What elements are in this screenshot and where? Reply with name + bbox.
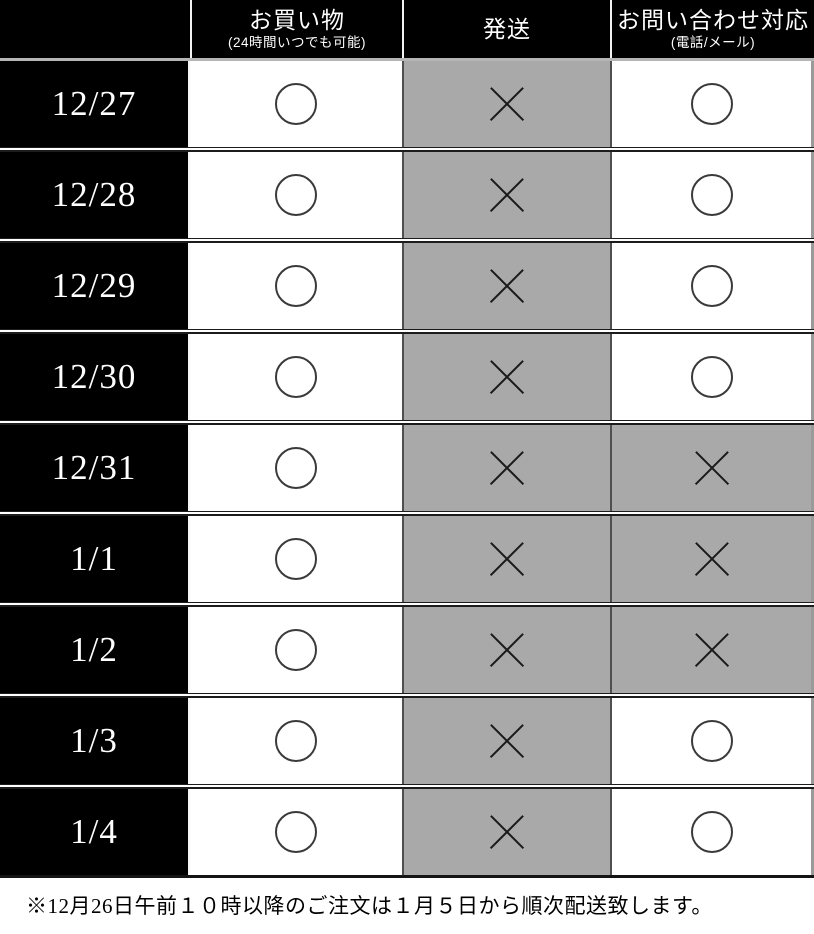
date-label: 1/3 [0, 698, 190, 784]
header-shopping-sublabel: (24時間いつでも可能) [227, 35, 366, 51]
holiday-schedule-table: お買い物 (24時間いつでも可能) 発送 お問い合わせ対応 (電話/メール) 1… [0, 0, 814, 878]
available-cell [190, 243, 402, 329]
available-cell [190, 61, 402, 147]
unavailable-cell [402, 243, 610, 329]
unavailable-cell [402, 698, 610, 784]
circle-icon [275, 538, 317, 580]
circle-icon [275, 447, 317, 489]
available-cell [190, 425, 402, 511]
table-body: 12/27 12/28 12/29 12/30 12/31 1/1 1/2 1/3 1/4 [0, 61, 814, 875]
cross-icon [490, 815, 524, 849]
circle-icon [275, 629, 317, 671]
available-cell [190, 152, 402, 238]
circle-icon [275, 174, 317, 216]
footer-note: ※12月26日午前１０時以降のご注文は１月５日から順次配送致します。 [26, 894, 713, 918]
date-label: 1/1 [0, 516, 190, 602]
circle-icon [690, 720, 733, 762]
cross-icon [490, 87, 524, 121]
table-row: 1/1 [0, 514, 814, 603]
header-inquiry: お問い合わせ対応 (電話/メール) [610, 0, 814, 58]
unavailable-cell [402, 516, 610, 602]
available-cell [190, 698, 402, 784]
date-label: 12/27 [0, 61, 190, 147]
circle-icon [275, 83, 317, 125]
table-header: お買い物 (24時間いつでも可能) 発送 お問い合わせ対応 (電話/メール) [0, 0, 814, 61]
table-row: 1/3 [0, 696, 814, 785]
table-row: 12/30 [0, 332, 814, 421]
table-row: 12/27 [0, 61, 814, 148]
cross-icon [490, 178, 524, 212]
available-cell [190, 607, 402, 693]
table-row: 1/4 [0, 787, 814, 875]
cross-icon [490, 542, 524, 576]
circle-icon [275, 265, 317, 307]
available-cell [610, 152, 814, 238]
circle-icon [275, 356, 317, 398]
table-row: 12/31 [0, 423, 814, 512]
cross-icon [490, 360, 524, 394]
available-cell [610, 698, 814, 784]
table-row: 12/29 [0, 241, 814, 330]
cross-icon [490, 633, 524, 667]
available-cell [610, 334, 814, 420]
date-label: 12/31 [0, 425, 190, 511]
available-cell [190, 789, 402, 875]
circle-icon [690, 265, 733, 307]
circle-icon [690, 811, 733, 853]
available-cell [610, 61, 814, 147]
date-label: 12/28 [0, 152, 190, 238]
available-cell [610, 789, 814, 875]
available-cell [610, 243, 814, 329]
header-shopping-label: お買い物 [249, 7, 345, 34]
unavailable-cell [402, 607, 610, 693]
unavailable-cell [610, 516, 814, 602]
table-row: 1/2 [0, 605, 814, 694]
header-shipping-label: 発送 [483, 15, 531, 42]
cross-icon [490, 451, 524, 485]
date-label: 12/30 [0, 334, 190, 420]
unavailable-cell [402, 152, 610, 238]
unavailable-cell [402, 334, 610, 420]
unavailable-cell [610, 607, 814, 693]
available-cell [190, 334, 402, 420]
circle-icon [690, 174, 733, 216]
header-shopping: お買い物 (24時間いつでも可能) [190, 0, 402, 58]
unavailable-cell [402, 789, 610, 875]
header-inquiry-sublabel: (電話/メール) [670, 35, 756, 51]
header-inquiry-label: お問い合わせ対応 [617, 7, 809, 34]
circle-icon [275, 720, 317, 762]
cross-icon [695, 451, 729, 485]
cross-icon [695, 633, 729, 667]
date-label: 1/2 [0, 607, 190, 693]
date-label: 1/4 [0, 789, 190, 875]
available-cell [190, 516, 402, 602]
cross-icon [490, 724, 524, 758]
circle-icon [690, 83, 733, 125]
circle-icon [690, 356, 733, 398]
cross-icon [490, 269, 524, 303]
unavailable-cell [402, 61, 610, 147]
unavailable-cell [402, 425, 610, 511]
cross-icon [695, 542, 729, 576]
circle-icon [275, 811, 317, 853]
header-shipping: 発送 [402, 0, 610, 58]
date-label: 12/29 [0, 243, 190, 329]
table-row: 12/28 [0, 150, 814, 239]
header-corner-cell [0, 0, 190, 58]
unavailable-cell [610, 425, 814, 511]
